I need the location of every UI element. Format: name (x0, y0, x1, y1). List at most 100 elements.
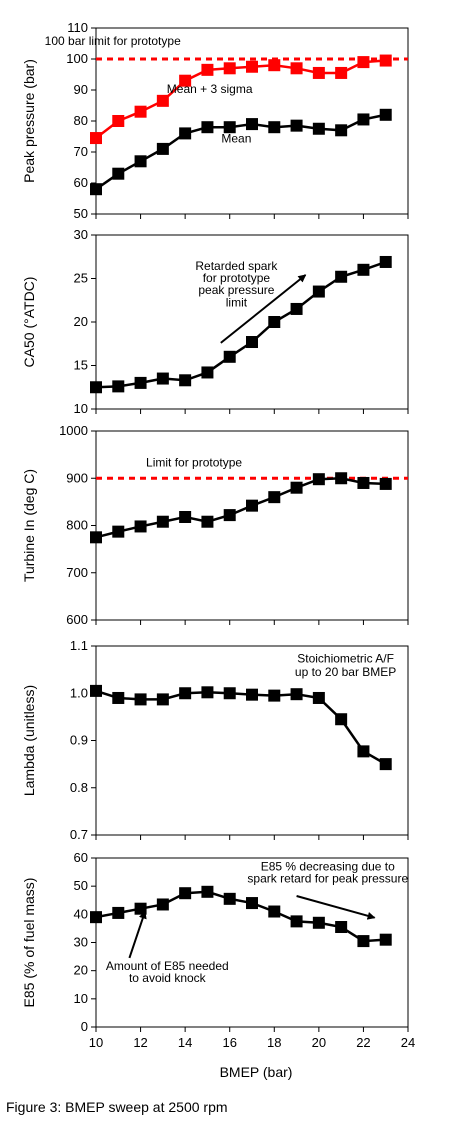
y-tick-label: 100 (66, 51, 88, 66)
data-point (90, 183, 102, 196)
data-point (246, 499, 258, 512)
chart-panel-4: 0.7 0.8 0.9 1.0 1.1 Lambda (unitless) Stoichio… (21, 638, 409, 842)
annotation-label: Stoichiometric A/F (297, 652, 394, 666)
y-tick-label: 700 (66, 565, 88, 580)
data-point (156, 898, 169, 911)
data-point (357, 476, 370, 489)
data-point (268, 689, 281, 702)
y-tick-label: 110 (67, 20, 88, 35)
data-point (201, 686, 214, 699)
x-tick-label: 22 (356, 1035, 370, 1050)
annotation-label: limit (226, 295, 248, 309)
data-point (156, 142, 169, 155)
annotation-label: spark retard for peak pressure (247, 872, 408, 886)
data-point (357, 935, 370, 948)
data-point (223, 892, 236, 905)
data-point (156, 372, 169, 385)
y-tick-label: 800 (66, 518, 88, 533)
data-point (112, 380, 125, 393)
data-point (134, 693, 147, 706)
data-point (268, 316, 281, 328)
y-tick-label: 60 (74, 175, 88, 190)
data-point (201, 121, 214, 134)
data-point (201, 63, 214, 76)
data-point (379, 933, 392, 946)
chart-panel-3: 600 700 800 900 1000 Turbine In (deg C) Limit … (21, 423, 409, 627)
y-tick-label: 50 (74, 206, 88, 221)
chart-panel-1: 50 60 70 80 90 100 110 Peak pressure (bar) 100 b… (21, 20, 409, 221)
data-point (112, 525, 125, 538)
data-point (112, 167, 125, 180)
data-point (223, 509, 236, 522)
y-tick-label: 0.8 (70, 780, 88, 795)
data-point (290, 915, 303, 928)
data-point (156, 693, 169, 706)
y-tick-label: 1.1 (70, 638, 88, 653)
data-point (179, 687, 192, 700)
y-axis-label: E85 (% of fuel mass) (21, 878, 37, 1008)
data-point (179, 510, 192, 523)
data-point (290, 481, 303, 494)
y-tick-label: 50 (74, 878, 88, 893)
data-point (379, 54, 392, 67)
y-axis-label: Lambda (unitless) (21, 685, 37, 796)
annotation-label: to avoid knock (129, 971, 207, 985)
data-point (112, 115, 125, 127)
y-tick-label: 600 (66, 612, 88, 627)
data-point (246, 60, 258, 73)
data-point (223, 121, 236, 134)
data-point (112, 906, 125, 919)
data-point (246, 118, 258, 131)
data-point (179, 74, 192, 87)
data-point (312, 916, 325, 929)
data-point (290, 302, 303, 315)
annotation-label: 100 bar limit for prototype (45, 34, 181, 48)
y-tick-label: 40 (74, 906, 88, 921)
data-point (134, 520, 147, 533)
figure-caption: Figure 3: BMEP sweep at 2500 rpm (6, 1099, 228, 1115)
annotation-label: Mean (221, 132, 251, 146)
data-point (246, 336, 258, 349)
data-point (90, 684, 102, 697)
data-point (179, 374, 192, 387)
y-tick-label: 90 (74, 82, 88, 97)
y-tick-label: 0.7 (70, 827, 88, 842)
data-point (134, 105, 147, 118)
annotation-label: Retarded spark (195, 259, 278, 273)
data-point (379, 255, 392, 268)
series-line-1 (95, 890, 386, 943)
data-point (179, 127, 192, 140)
annotation-label: Amount of E85 needed (106, 959, 229, 973)
data-point (223, 350, 236, 363)
y-axis-label: Turbine In (deg C) (21, 469, 37, 582)
y-tick-label: 70 (74, 144, 88, 159)
data-point (335, 472, 348, 485)
data-point (379, 758, 392, 771)
data-point (290, 62, 303, 75)
data-point (268, 59, 281, 72)
data-point (312, 473, 325, 486)
data-point (357, 745, 370, 758)
y-tick-label: 30 (74, 935, 88, 950)
data-point (335, 713, 348, 726)
y-tick-label: 0.9 (70, 733, 88, 748)
x-axis-label: BMEP (bar) (220, 1064, 293, 1080)
annotation-label: for prototype (203, 271, 271, 285)
data-point (379, 477, 392, 490)
data-point (379, 108, 392, 121)
data-point (112, 691, 125, 704)
x-tick-label: 24 (401, 1035, 415, 1050)
data-point (357, 56, 370, 69)
data-point (335, 270, 348, 283)
y-tick-label: 900 (66, 470, 88, 485)
data-point (268, 905, 281, 918)
data-point (335, 66, 348, 79)
data-point (90, 132, 102, 145)
y-axis-label: CA50 (°ATDC) (21, 277, 37, 368)
data-point (268, 491, 281, 504)
y-tick-label: 20 (74, 314, 88, 329)
y-tick-label: 10 (74, 991, 88, 1006)
data-point (223, 62, 236, 75)
